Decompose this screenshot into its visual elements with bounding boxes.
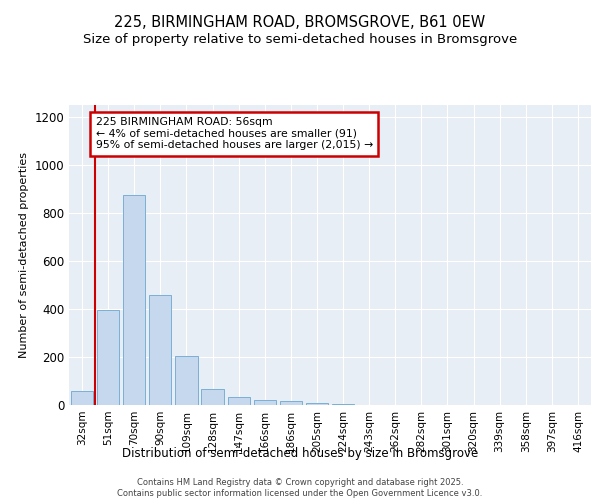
Text: Distribution of semi-detached houses by size in Bromsgrove: Distribution of semi-detached houses by … (122, 448, 478, 460)
Bar (123, 195, 145, 405)
Text: Size of property relative to semi-detached houses in Bromsgrove: Size of property relative to semi-detach… (83, 32, 517, 46)
Text: 225, BIRMINGHAM ROAD, BROMSGROVE, B61 0EW: 225, BIRMINGHAM ROAD, BROMSGROVE, B61 0E… (115, 15, 485, 30)
Bar (175, 356, 197, 405)
Text: Contains HM Land Registry data © Crown copyright and database right 2025.
Contai: Contains HM Land Registry data © Crown c… (118, 478, 482, 498)
Bar (306, 402, 328, 405)
Bar (280, 402, 302, 405)
Bar (149, 294, 172, 405)
Bar (71, 390, 93, 405)
Bar (254, 400, 276, 405)
Bar (202, 390, 224, 405)
Y-axis label: Number of semi-detached properties: Number of semi-detached properties (19, 152, 29, 358)
Bar (227, 396, 250, 405)
Text: 225 BIRMINGHAM ROAD: 56sqm
← 4% of semi-detached houses are smaller (91)
95% of : 225 BIRMINGHAM ROAD: 56sqm ← 4% of semi-… (95, 117, 373, 150)
Bar (332, 404, 354, 405)
Bar (97, 310, 119, 405)
